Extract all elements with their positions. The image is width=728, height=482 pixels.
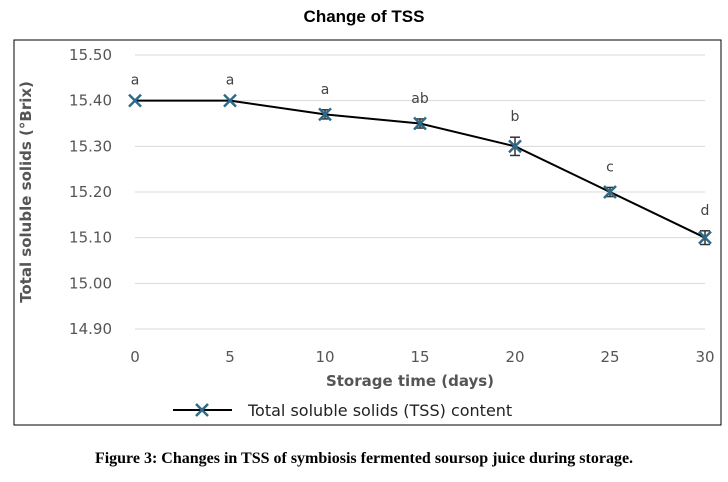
y-tick-label: 14.90: [69, 320, 112, 338]
data-point-marker: [508, 139, 522, 154]
x-tick-label: 30: [695, 348, 714, 366]
marker-stroke: [508, 139, 522, 154]
marker-stroke: [698, 230, 712, 245]
x-axis-label: Storage time (days): [326, 372, 494, 390]
x-tick-labels: 0 5 10 15 20 25 30: [130, 348, 714, 366]
marker-stroke: [413, 116, 427, 131]
marker-stroke: [318, 107, 332, 122]
significance-label: a: [321, 82, 330, 98]
data-point-marker: [413, 116, 427, 131]
y-tick-label: 15.50: [69, 46, 112, 64]
marker-stroke: [603, 185, 617, 199]
legend: Total soluble solids (TSS) content: [173, 401, 512, 420]
figure-caption: Figure 3: Changes in TSS of symbiosis fe…: [94, 450, 634, 467]
y-tick-label: 15.10: [69, 229, 112, 247]
data-point-marker: [223, 93, 237, 108]
marker-stroke: [223, 93, 237, 108]
chart-title: Change of TSS: [304, 7, 425, 26]
legend-label: Total soluble solids (TSS) content: [247, 401, 512, 420]
y-tick-label: 15.30: [69, 137, 112, 155]
chart-frame: [13, 39, 722, 426]
x-tick-label: 0: [130, 348, 140, 366]
significance-label: ab: [411, 91, 429, 107]
data-point-marker: [603, 185, 617, 199]
significance-label: d: [701, 203, 710, 219]
data-point-marker: [698, 230, 712, 245]
significance-label: c: [606, 159, 614, 175]
tss-line-chart: Change of TSS 14.9015.0015.1015.2015.301…: [13, 7, 722, 426]
y-tick-labels: 14.90 15.00 15.10 15.20 15.30 15.40 15.50: [69, 46, 112, 338]
significance-label: a: [131, 73, 140, 89]
x-tick-label: 20: [505, 348, 524, 366]
data-point-marker: [318, 107, 332, 122]
significance-label: a: [226, 73, 235, 89]
significance-label: b: [511, 109, 520, 125]
y-tick-label: 15.00: [69, 274, 112, 292]
y-tick-label: 15.20: [69, 183, 112, 201]
legend-marker-icon: [195, 403, 209, 417]
y-axis-label: Total soluble solids (°Brix): [17, 81, 35, 303]
tss-series: a a a ab b c d: [128, 73, 712, 246]
data-point-marker: [128, 93, 142, 108]
x-tick-label: 5: [225, 348, 235, 366]
x-tick-label: 25: [600, 348, 619, 366]
y-tick-label: 15.40: [69, 92, 112, 110]
x-tick-label: 15: [410, 348, 429, 366]
x-tick-label: 10: [315, 348, 334, 366]
marker-stroke: [128, 93, 142, 108]
